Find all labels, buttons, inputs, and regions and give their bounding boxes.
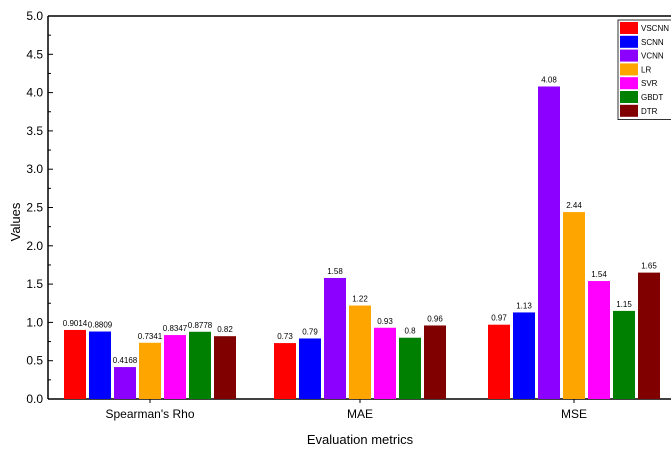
bar-scnn-0 [89,331,111,399]
y-tick-label: 2.0 [26,239,43,253]
legend-label: VSCNN [641,24,669,33]
data-label: 1.13 [516,301,532,310]
data-label: 0.93 [377,317,393,326]
data-label: 0.8 [404,327,416,336]
legend-swatch-gbdt [620,91,638,103]
data-label: 0.8347 [163,324,188,333]
y-tick-label: 3.5 [26,124,43,138]
legend-label: VCNN [641,52,664,61]
data-label: 0.8778 [188,321,213,330]
bar-lr-0 [139,342,161,399]
bar-scnn-1 [299,338,321,399]
data-label: 1.15 [616,300,632,309]
y-tick-label: 1.0 [26,315,43,329]
y-axis-title: Values [8,202,23,241]
legend-swatch-lr [620,63,638,76]
data-label: 0.97 [491,314,507,323]
bar-gbdt-2 [613,310,635,399]
bar-dtr-0 [214,336,236,399]
data-label: 0.73 [277,332,293,341]
bar-dtr-1 [424,325,446,399]
data-label: 1.54 [591,270,607,279]
y-tick-label: 0.5 [26,354,43,368]
legend-swatch-scnn [620,35,638,48]
legend-label: SCNN [641,38,664,47]
y-tick-label: 3.0 [26,162,43,176]
x-tick-label: MSE [561,407,587,421]
bar-vcnn-1 [324,277,346,399]
legend: VSCNN SCNN VCNN LR SVR GBDT DTR [617,19,671,120]
legend-label: SVR [641,79,658,88]
bar-vscnn-1 [274,343,296,399]
bar-vscnn-2 [488,324,510,399]
data-label: 1.65 [641,262,657,271]
bar-svr-2 [588,281,610,399]
legend-swatch-vscnn [620,22,638,34]
legend-label: GBDT [641,93,663,102]
y-axis-ticks: 0.0 0.5 1.0 1.5 2.0 2.5 3.0 3.5 4.0 4.5 5.0 [26,9,53,406]
data-label: 0.79 [302,327,318,336]
bar-lr-2 [563,212,585,399]
y-tick-label: 5.0 [26,9,43,23]
data-label: 4.08 [541,75,557,84]
bar-gbdt-1 [399,337,421,399]
legend-swatch-dtr [620,104,638,117]
bar-svr-0 [164,335,186,399]
bar-scnn-2 [513,312,535,399]
y-tick-label: 0.0 [26,392,43,406]
data-label: 0.8809 [88,321,113,330]
y-tick-label: 4.0 [26,86,43,100]
data-label: 0.82 [217,325,233,334]
bar-vcnn-2 [538,86,560,400]
bar-svr-1 [374,327,396,399]
x-axis-title: Evaluation metrics [307,432,414,447]
x-tick-label: Spearman's Rho [105,407,194,421]
legend-label: LR [641,65,651,74]
bar-lr-1 [349,305,371,399]
x-axis-ticks: Spearman's Rho MAE MSE [105,399,587,421]
legend-swatch-vcnn [620,49,638,62]
data-label: 2.44 [566,201,582,210]
data-label: 0.4168 [113,356,138,365]
y-tick-label: 2.5 [26,201,43,215]
data-label: 1.22 [352,295,368,304]
data-label: 0.9014 [63,319,88,328]
y-tick-label: 4.5 [26,47,43,61]
bar-vcnn-0 [114,367,136,399]
bar-dtr-2 [638,272,660,399]
bar-gbdt-0 [189,331,211,399]
data-label: 0.7341 [138,332,163,341]
data-label: 1.58 [327,267,343,276]
bar-vscnn-0 [64,329,86,399]
legend-swatch-svr [620,77,638,90]
legend-label: DTR [641,107,658,116]
y-tick-label: 1.5 [26,277,43,291]
x-tick-label: MAE [347,407,373,421]
data-label: 0.96 [427,314,443,323]
bars [64,86,660,400]
